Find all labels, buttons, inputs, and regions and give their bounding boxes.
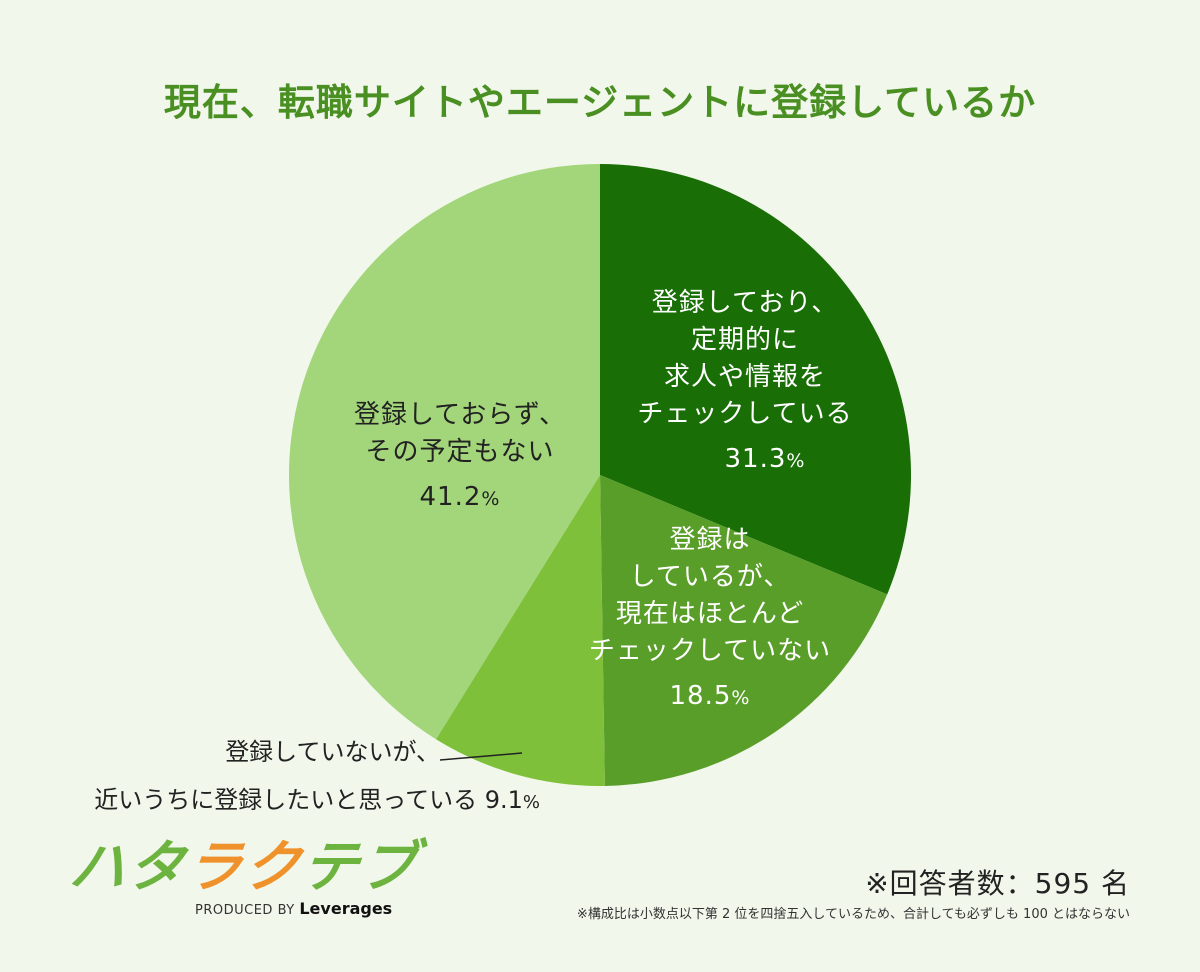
pie-slice-not-registered — [289, 163, 600, 740]
label-line: チェックしている — [637, 399, 853, 429]
label-line: しているが、 — [629, 562, 791, 592]
produced-by: PRODUCED BY Leverages — [195, 899, 393, 918]
label-line: 登録は — [669, 525, 751, 555]
slice-label-registered-active: 登録しており、 定期的に 求人や情報を チェックしている 31.3% — [610, 285, 880, 480]
leader-line — [439, 752, 523, 761]
label-line: その予定もない — [365, 437, 555, 467]
label-line: 登録しており、 — [651, 288, 839, 318]
pie-slice-registered-active — [600, 164, 911, 595]
rounding-note: ※構成比は小数点以下第 2 位を四捨五入しているため、合計しても必ずしも 100… — [576, 907, 1130, 922]
pie-slices — [289, 163, 911, 786]
slice-label-not-registered: 登録しておらず、 その予定もない 41.2% — [320, 397, 600, 518]
label-line: 定期的に — [690, 325, 799, 355]
leverages-brand: Leverages — [299, 899, 393, 918]
label-line: 登録していないが、 — [225, 738, 440, 766]
logo-char: ラ — [182, 835, 244, 900]
slice-value: 18.5% — [669, 681, 751, 711]
logo-char: ハ — [66, 835, 128, 900]
slice-value: 41.2% — [419, 482, 501, 512]
hataractive-logo: ハ タ ラ ク テ ブ — [66, 835, 418, 900]
label-line: 求人や情報を — [663, 362, 826, 392]
pie-slice-registered-inactive — [600, 475, 888, 786]
pie-slice-planning-to-register — [435, 475, 605, 786]
respondent-count: ※回答者数：595 名 — [865, 867, 1130, 900]
slice-value: 31.3% — [724, 444, 806, 474]
chart-title: 現在、転職サイトやエージェントに登録しているか — [163, 81, 1037, 124]
logo-char: ブ — [356, 835, 418, 900]
label-line: 現在はほとんど — [615, 599, 805, 629]
slice-label-planning-to-register: 登録していないが、 近いうちに登録したいと思っている 9.1% — [40, 728, 540, 827]
logo-char: ク — [240, 835, 302, 900]
logo-char: テ — [298, 835, 360, 900]
logo-char: タ — [124, 835, 186, 900]
label-line: 近いうちに登録したいと思っている 9.1% — [94, 786, 540, 814]
label-line: チェックしていない — [588, 636, 832, 666]
slice-label-registered-inactive: 登録は しているが、 現在はほとんど チェックしていない 18.5% — [580, 522, 840, 717]
label-line: 登録しておらず、 — [353, 400, 567, 430]
